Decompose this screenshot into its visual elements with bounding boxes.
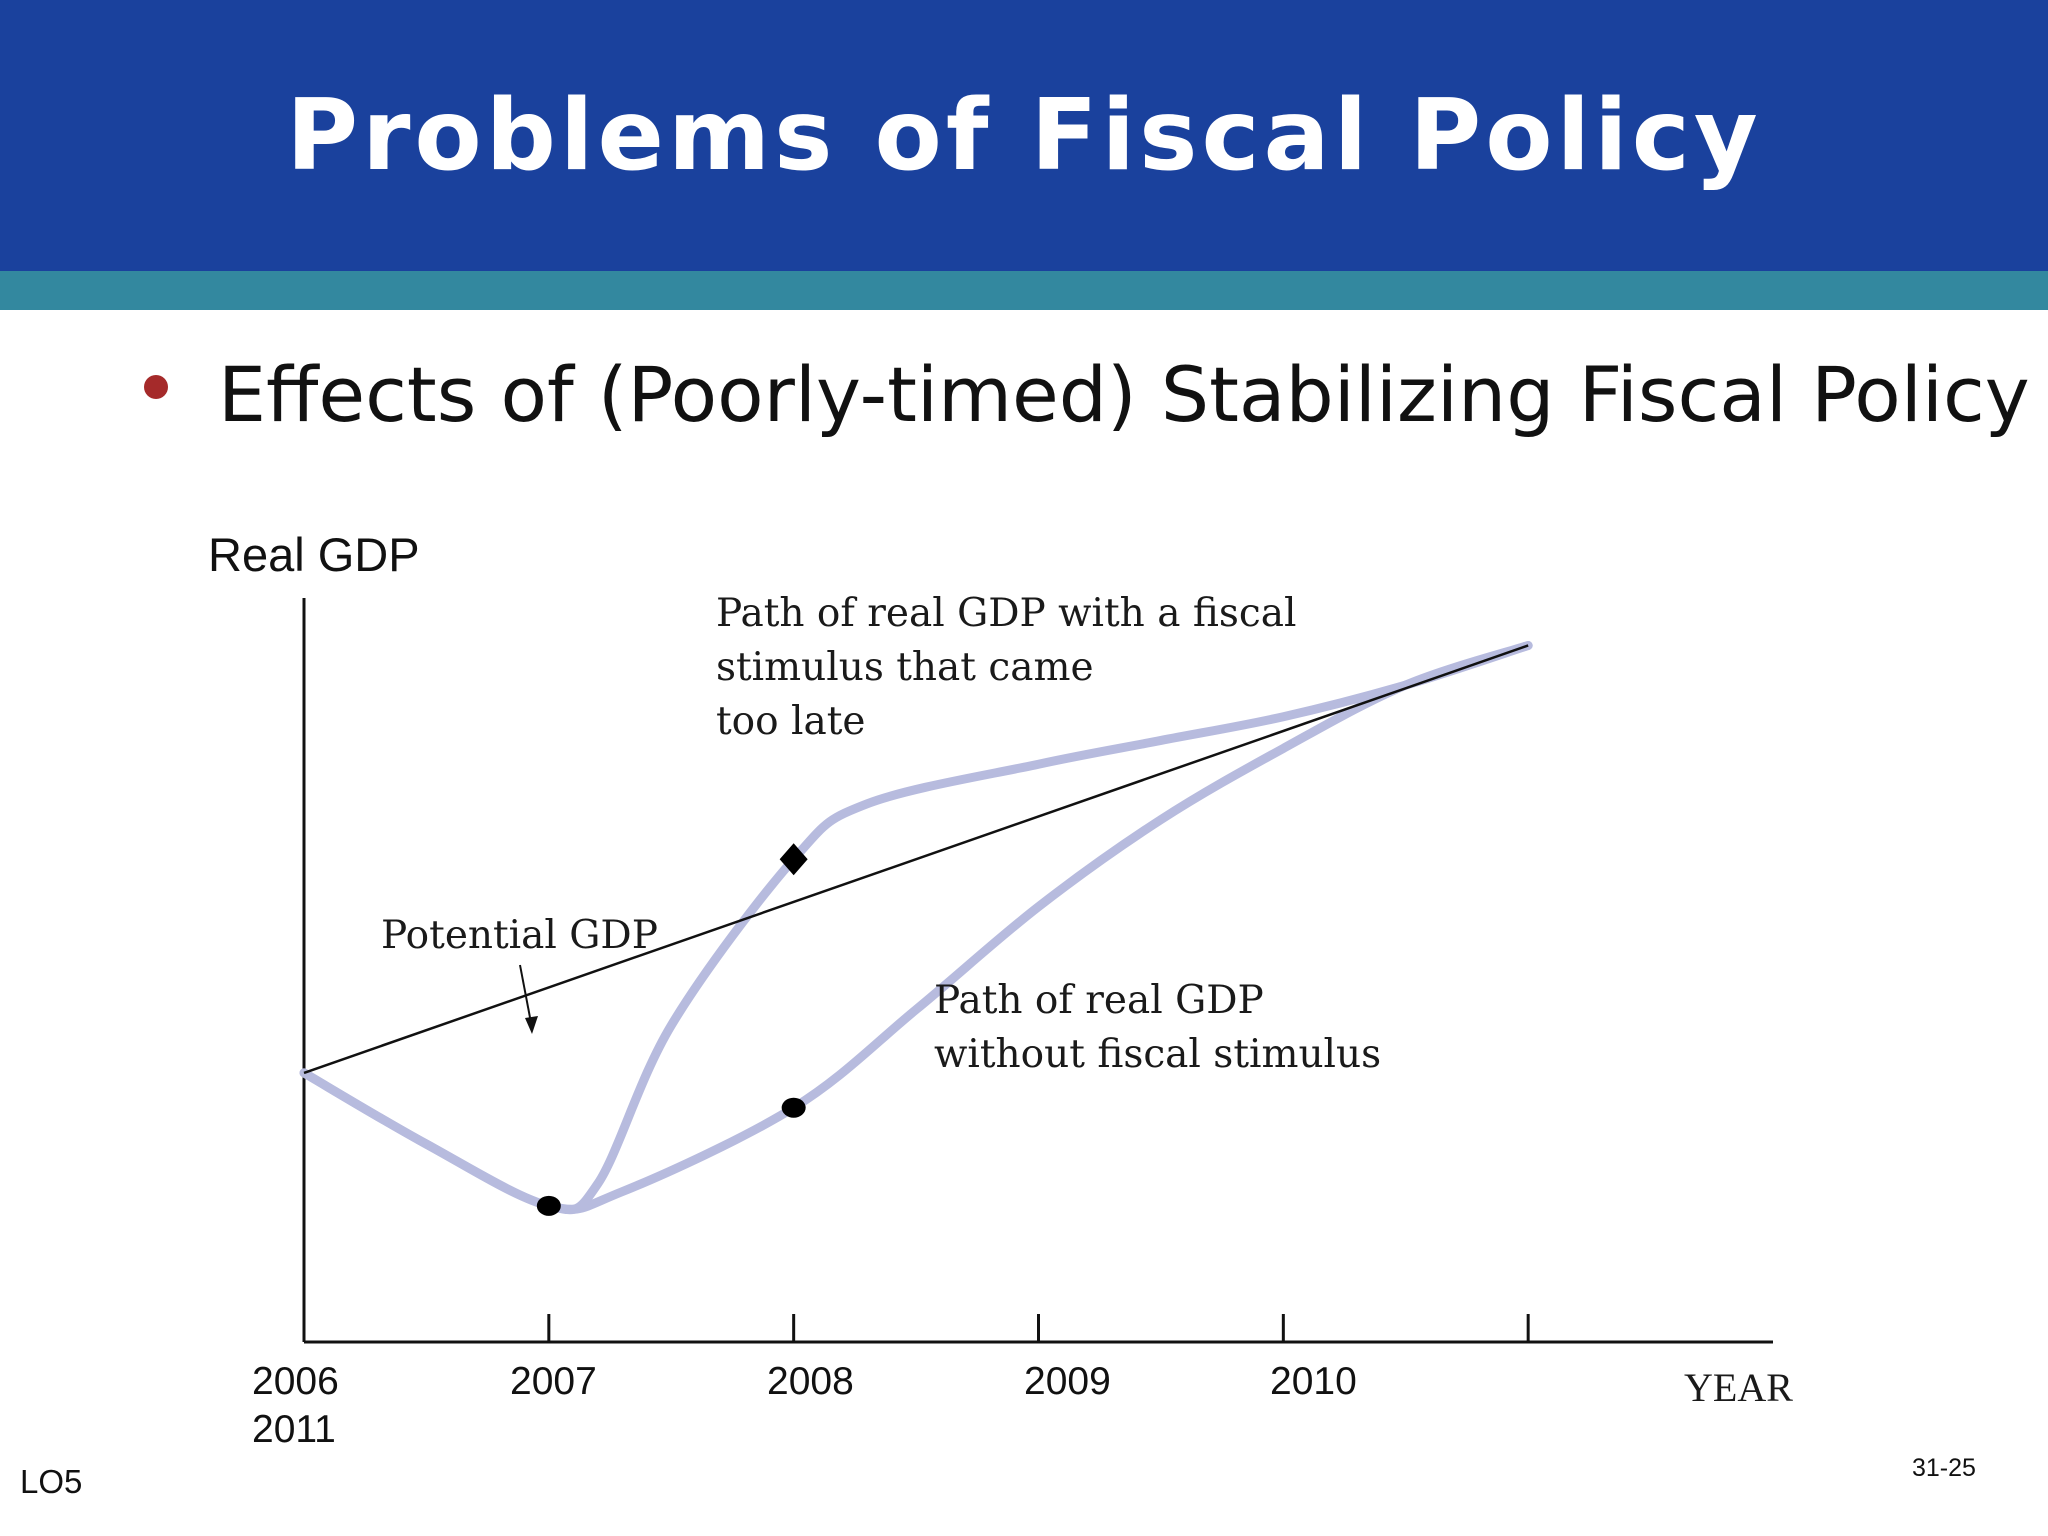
x-tick-label: 2010: [1270, 1360, 1357, 1403]
title-bar: Problems of Fiscal Policy: [0, 0, 2048, 271]
series-line-potential-gdp: [303, 644, 1529, 1075]
arrow-head: [525, 1016, 538, 1034]
x-tick-label: 2011: [252, 1408, 336, 1451]
annotation-line: stimulus that came: [716, 645, 1094, 690]
annotation-line: Path of real GDP: [934, 978, 1264, 1023]
annotation-line: without fiscal stimulus: [934, 1032, 1382, 1077]
annotation-line: too late: [716, 699, 866, 744]
x-tick-label: 2007: [510, 1360, 597, 1403]
data-point-diamond: [779, 843, 808, 876]
annotation-line: Path of real GDP with a fiscal: [716, 591, 1297, 636]
annotation-late-stimulus: Path of real GDP with a fiscal stimulus …: [716, 587, 1296, 749]
accent-band: [0, 271, 2048, 310]
data-point-marker: [536, 1195, 561, 1216]
x-tick-label: 2008: [767, 1360, 854, 1403]
slide-title: Problems of Fiscal Policy: [286, 78, 1762, 193]
bullet-dot: [144, 375, 168, 399]
annotation-no-stimulus: Path of real GDP without fiscal stimulus: [934, 974, 1381, 1082]
x-tick-label: 2006: [252, 1360, 339, 1403]
x-tick-label: 2009: [1024, 1360, 1111, 1403]
annotation-potential-gdp: Potential GDP: [381, 913, 658, 958]
data-point-marker: [781, 1097, 806, 1118]
learning-objective-label: LO5: [20, 1463, 83, 1500]
x-axis-label: YEAR: [1684, 1365, 1793, 1410]
bullet-text: Effects of (Poorly-timed) Stabilizing Fi…: [218, 350, 2030, 439]
slide-number: 31-25: [1912, 1454, 1976, 1482]
y-axis-label: Real GDP: [208, 528, 420, 581]
